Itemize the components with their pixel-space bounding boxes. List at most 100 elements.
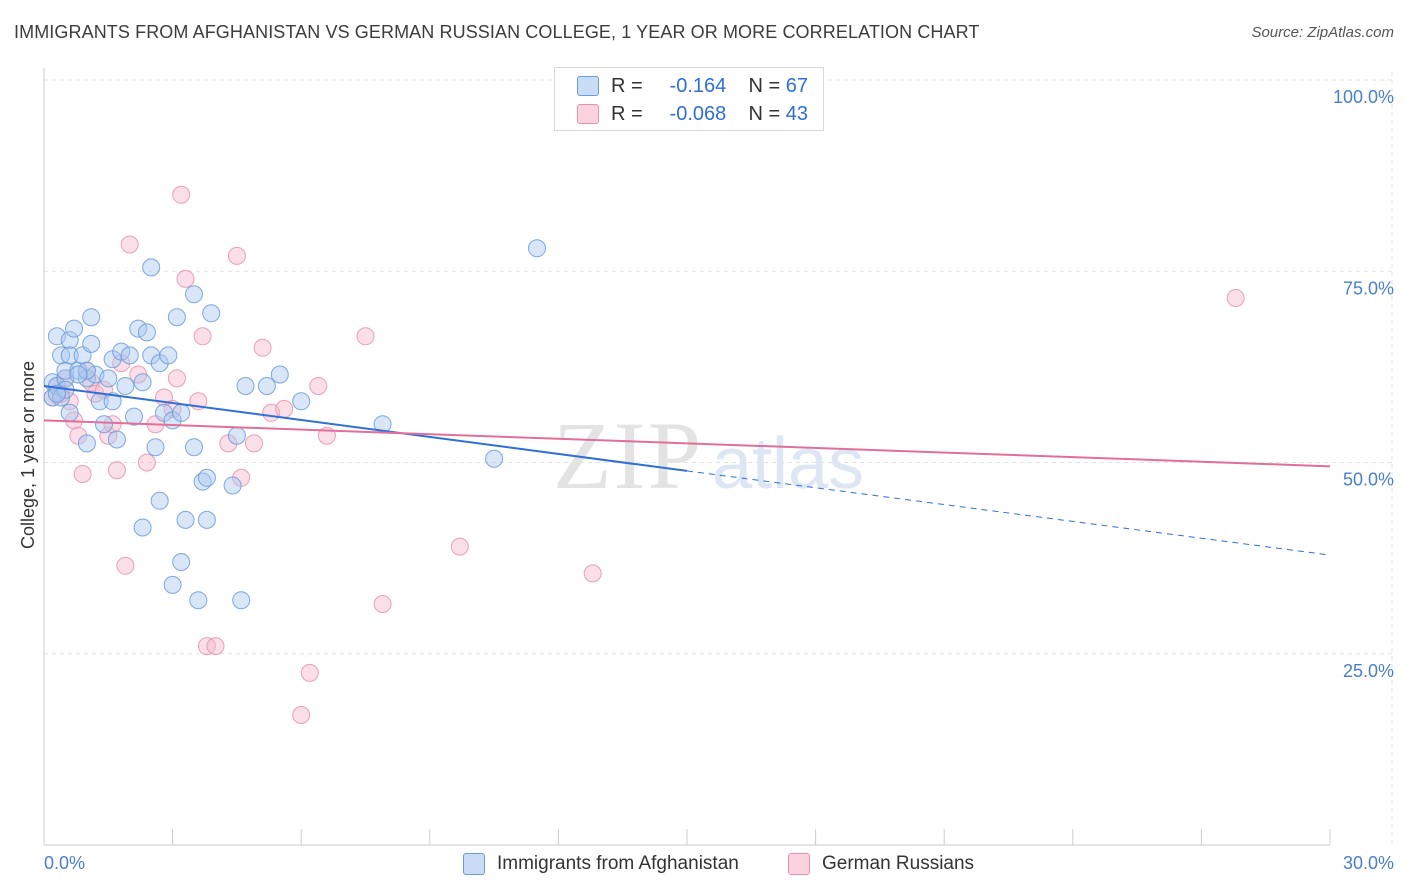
data-point [129,319,148,338]
data-point [99,426,118,445]
data-point [185,438,203,457]
data-point [137,323,156,342]
data-point [133,373,152,392]
data-point [69,365,88,384]
data-point [528,239,546,258]
data-point [245,434,263,453]
legend-n-label: N = [748,102,781,125]
data-point [227,426,246,445]
data-point [82,308,101,327]
data-point [172,553,191,571]
data-point [73,465,92,483]
data-point [159,346,178,365]
data-point [112,342,131,361]
data-point [146,438,165,457]
legend-r-label: R = [611,102,643,125]
data-point [99,369,118,388]
legend-row-afghanistan: R = -0.164 N = 67 [577,73,808,99]
data-point [77,361,96,380]
data-point [176,510,195,529]
data-point [107,461,126,480]
legend-swatch-blue [577,76,599,96]
data-point [133,518,152,537]
bottom-legend-label: German Russians [822,853,975,874]
trend-lines [43,385,1331,556]
trend-line-afghanistan [43,385,688,472]
legend-swatch-pink [577,104,599,124]
data-point [172,185,191,204]
data-point [1226,289,1245,307]
bottom-legend-swatch-blue [463,853,485,875]
data-point [116,556,135,575]
data-point [450,537,469,556]
data-point [300,663,319,682]
data-point [206,637,225,656]
data-point [107,430,126,449]
data-point [275,400,294,418]
data-point [197,468,216,487]
watermark: ZIP atlas [553,402,864,509]
data-point [77,369,96,388]
data-point [227,246,246,265]
data-point [485,449,504,468]
data-point [309,377,328,395]
data-point [223,476,242,495]
legend-r-value: -0.068 [669,102,727,125]
data-point [125,407,143,426]
data-point [150,491,169,510]
x-tick-label: 0.0% [44,853,85,873]
y-tick-label: 25.0% [1343,661,1394,681]
data-point [253,338,272,357]
legend-row-german-russians: R = -0.068 N = 43 [577,101,808,127]
chart-title: IMMIGRANTS FROM AFGHANISTAN VS GERMAN RU… [14,22,980,42]
data-point [60,403,79,422]
data-point [116,377,135,395]
grid-lines [44,72,1393,845]
data-point [176,269,195,288]
data-point [137,453,156,472]
data-point [193,327,212,346]
data-point [373,595,392,613]
bottom-legend-swatch-pink [788,853,810,875]
data-point [167,369,186,388]
y-axis-title: College, 1 year or more [18,361,38,549]
data-point [232,591,251,610]
legend-r-label: R = [611,74,643,97]
data-point [163,575,182,594]
data-point [167,308,186,327]
series-immigrants-from-afghanistan [43,239,546,610]
data-point [95,415,113,434]
data-point [197,510,216,529]
tick-labels: 25.0% 50.0% 75.0% 100.0% 0.0% 30.0% [44,87,1394,873]
stats-legend: R = -0.164 N = 67 R = -0.068 N = 43 [554,67,824,131]
data-point [292,706,311,724]
legend-r-value: -0.164 [669,74,727,97]
data-point [120,235,139,254]
data-point [47,384,66,403]
data-point [292,392,311,411]
data-point [185,285,203,304]
data-point [103,392,122,411]
bottom-legend-label: Immigrants from Afghanistan [497,853,739,874]
legend-n-value: 67 [785,74,808,97]
data-point [236,377,255,395]
legend-n-label: N = [748,74,781,97]
data-point [270,365,289,384]
data-point [120,346,139,365]
data-point [60,331,79,350]
data-point [583,564,602,583]
data-point [142,258,161,277]
data-point [60,346,79,365]
bottom-legend-german-russians: German Russians [788,852,974,876]
data-point [82,334,101,353]
data-point [189,591,208,610]
legend-n-value: 43 [785,102,808,125]
y-tick-label: 100.0% [1333,87,1394,107]
data-point [172,403,191,422]
y-tick-label: 75.0% [1343,278,1394,298]
data-point [356,327,375,346]
y-tick-label: 50.0% [1343,470,1394,490]
bottom-legend-afghanistan: Immigrants from Afghanistan [463,852,739,876]
trend-line-afghanistan-extension [686,470,1331,556]
